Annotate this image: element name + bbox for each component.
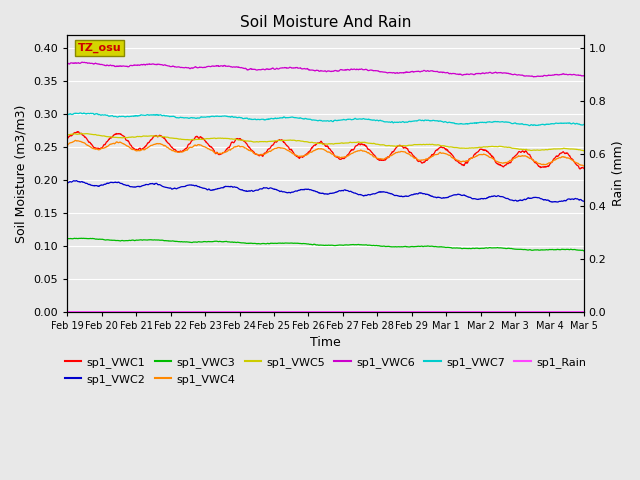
Y-axis label: Rain (mm): Rain (mm) — [612, 141, 625, 206]
Y-axis label: Soil Moisture (m3/m3): Soil Moisture (m3/m3) — [15, 104, 28, 243]
Text: TZ_osu: TZ_osu — [77, 43, 122, 53]
X-axis label: Time: Time — [310, 336, 341, 349]
Legend: sp1_VWC1, sp1_VWC2, sp1_VWC3, sp1_VWC4, sp1_VWC5, sp1_VWC6, sp1_VWC7, sp1_Rain: sp1_VWC1, sp1_VWC2, sp1_VWC3, sp1_VWC4, … — [60, 353, 591, 389]
Title: Soil Moisture And Rain: Soil Moisture And Rain — [240, 15, 412, 30]
